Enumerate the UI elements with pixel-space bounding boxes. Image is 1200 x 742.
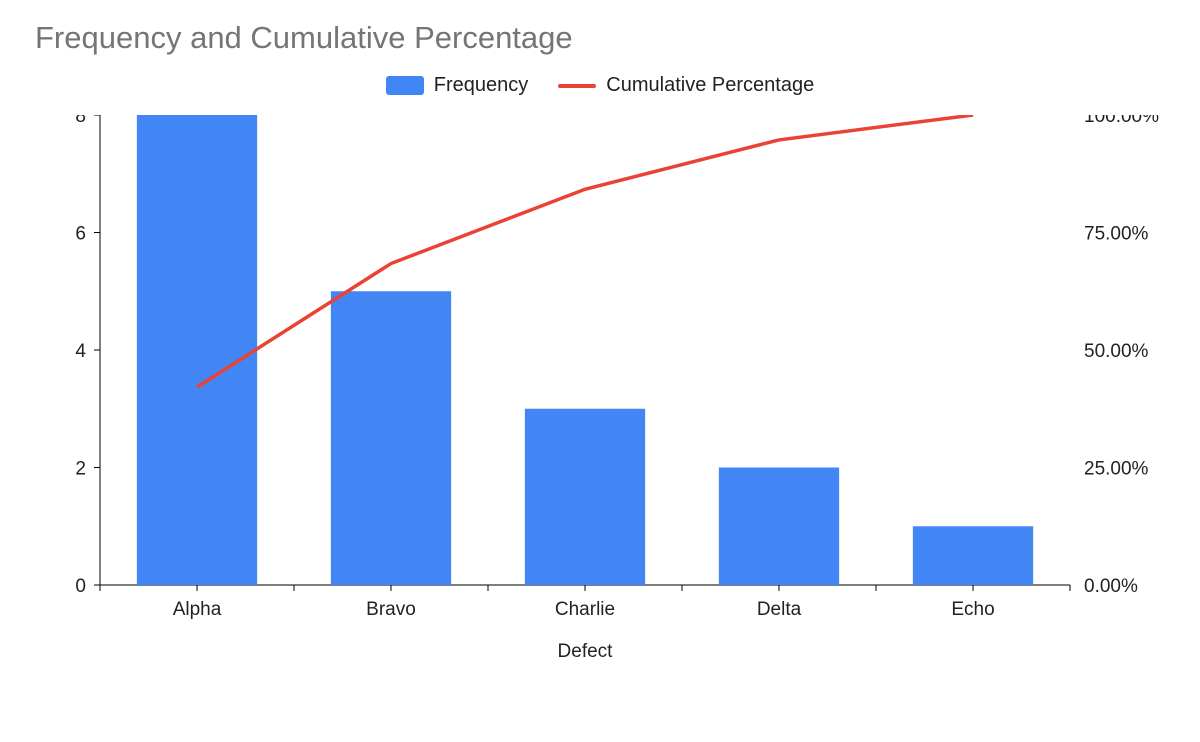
- x-tick-label: Charlie: [555, 599, 615, 620]
- bar: [719, 468, 839, 586]
- cumulative-line: [197, 115, 973, 387]
- y-right-tick-label: 75.00%: [1084, 224, 1149, 245]
- y-right-tick-label: 100.00%: [1084, 115, 1159, 127]
- legend-swatch-bar: [386, 76, 424, 95]
- chart-title: Frequency and Cumulative Percentage: [35, 20, 1170, 56]
- pareto-chart: Frequency and Cumulative Percentage Freq…: [0, 0, 1200, 742]
- x-tick-label: Delta: [757, 599, 802, 620]
- x-tick-label: Bravo: [366, 599, 416, 620]
- legend-swatch-line: [558, 84, 596, 88]
- y-left-tick-label: 6: [75, 224, 86, 245]
- y-right-tick-label: 25.00%: [1084, 459, 1149, 480]
- bar: [525, 409, 645, 585]
- y-left-tick-label: 2: [75, 459, 86, 480]
- bar: [137, 115, 257, 585]
- legend-item-cumulative: Cumulative Percentage: [558, 74, 814, 97]
- bar: [913, 526, 1033, 585]
- bar: [331, 291, 451, 585]
- legend-item-frequency: Frequency: [386, 74, 529, 97]
- legend-label: Frequency: [434, 74, 529, 97]
- y-right-tick-label: 0.00%: [1084, 576, 1138, 597]
- chart-svg: 0 2 4 6 8 0.00% 25.00% 50.00% 75.00% 100.00% Alpha…: [30, 115, 1170, 675]
- y-right-tick-label: 50.00%: [1084, 341, 1149, 362]
- x-tick-label: Alpha: [173, 599, 222, 620]
- legend-label: Cumulative Percentage: [606, 74, 814, 97]
- plot-area: 0 2 4 6 8 0.00% 25.00% 50.00% 75.00% 100.00% Alpha…: [30, 115, 1170, 675]
- y-left-tick-label: 0: [75, 576, 86, 597]
- legend: Frequency Cumulative Percentage: [30, 74, 1170, 97]
- y-left-tick-label: 4: [75, 341, 86, 362]
- x-tick-label: Echo: [951, 599, 994, 620]
- y-left-tick-label: 8: [75, 115, 86, 127]
- x-axis-title: Defect: [558, 641, 614, 662]
